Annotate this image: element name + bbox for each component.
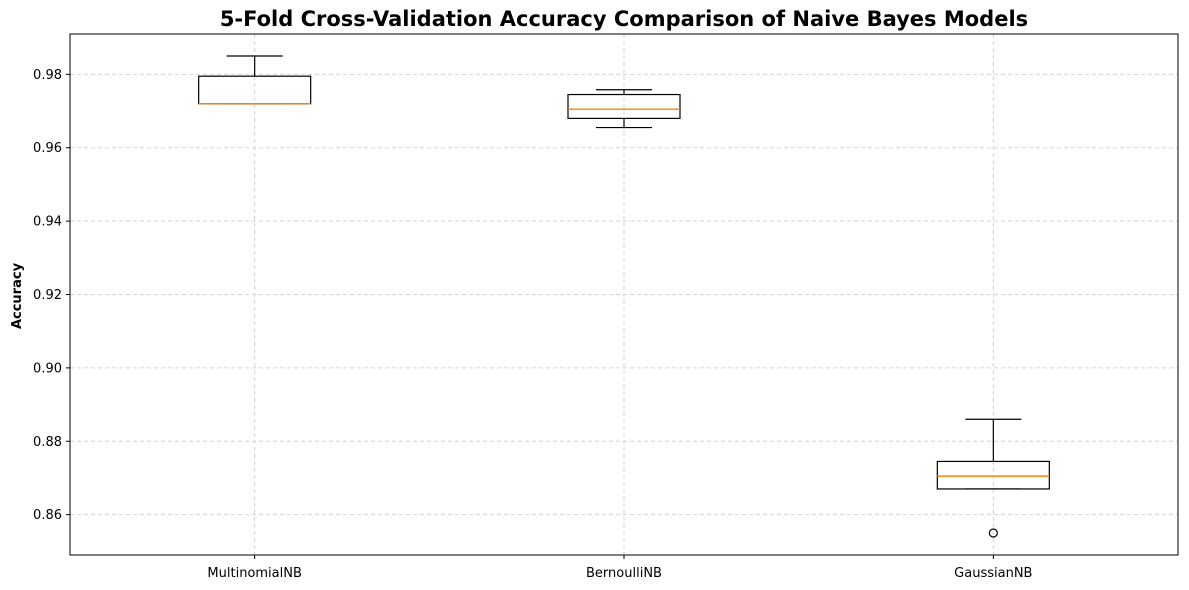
- y-axis-label: Accuracy: [10, 262, 25, 329]
- iqr-box: [936, 460, 1050, 490]
- y-tick-label: 0.94: [33, 215, 62, 230]
- y-tick-label: 0.88: [33, 435, 62, 450]
- tick-layer: 0.86 0.88 0.90 0.92 0.94 0.96 0.98 MultinomialN…: [33, 68, 1032, 581]
- y-tick-label: 0.90: [33, 361, 62, 376]
- x-tick-label: GaussianNB: [954, 566, 1032, 581]
- box-group-GaussianNB: [936, 418, 1050, 538]
- y-tick-label: 0.86: [33, 508, 62, 523]
- outlier-point: [988, 528, 998, 538]
- y-tick-label: 0.96: [33, 141, 62, 156]
- y-tick-label: 0.92: [33, 288, 62, 303]
- x-tick-label: MultinomialNB: [207, 566, 301, 581]
- box-group-MultinomialNB: [198, 55, 312, 105]
- box-layer: [198, 55, 1050, 538]
- grid-layer: [70, 34, 1178, 555]
- y-tick-label: 0.98: [33, 68, 62, 83]
- x-tick-label: BernoulliNB: [586, 566, 662, 581]
- chart-title: 5-Fold Cross-Validation Accuracy Compari…: [220, 7, 1028, 31]
- box-group-BernoulliNB: [567, 89, 681, 129]
- iqr-box: [567, 93, 681, 119]
